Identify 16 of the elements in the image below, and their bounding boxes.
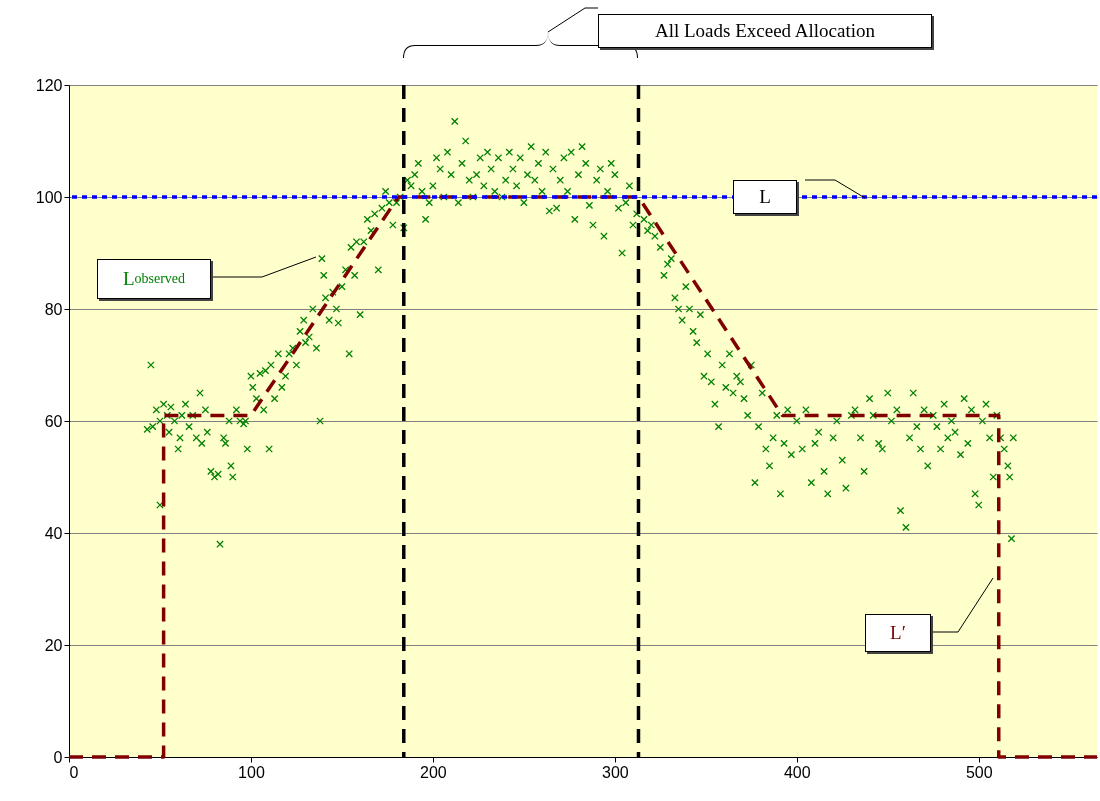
y-tick-label: 60 — [44, 412, 63, 430]
x-tick-label: 100 — [238, 763, 265, 781]
text: All Loads Exceed Allocation — [598, 14, 932, 48]
y-tick-label: 40 — [44, 524, 63, 542]
y-tick-label: 20 — [44, 636, 63, 654]
x-tick-label: 500 — [965, 763, 993, 781]
y-tick-label: 80 — [44, 300, 63, 318]
x-tick-label: 0 — [69, 763, 79, 781]
x-tick-label: 300 — [601, 763, 629, 781]
x-tick-label: 400 — [783, 763, 811, 781]
y-tick-label: 0 — [53, 748, 63, 766]
ref-line-label: L — [733, 180, 797, 214]
y-tick-label: 100 — [35, 188, 63, 206]
y-tick-label: 120 — [35, 76, 63, 94]
text: L′ — [865, 614, 931, 652]
x-tick-label: 200 — [420, 763, 447, 781]
